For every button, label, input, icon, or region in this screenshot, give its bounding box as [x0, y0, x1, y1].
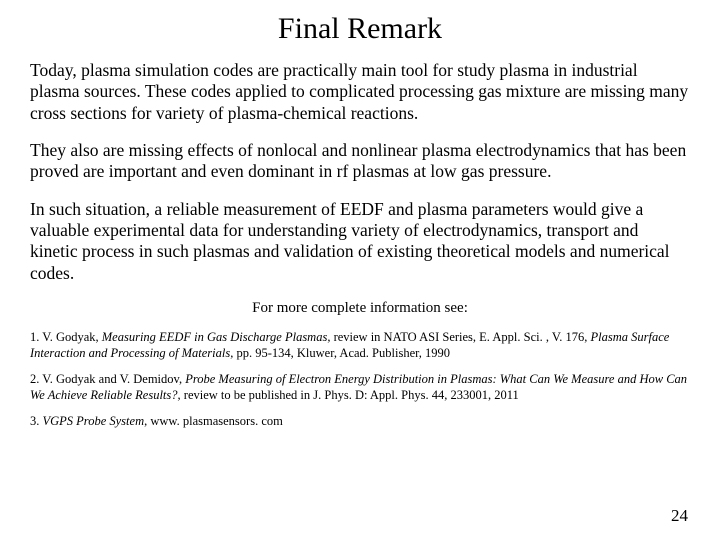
paragraph-3: In such situation, a reliable measuremen…	[30, 199, 690, 284]
ref3-tail: , www. plasmasensors. com	[144, 414, 283, 428]
ref1-lead: 1. V. Godyak,	[30, 330, 102, 344]
paragraph-1: Today, plasma simulation codes are pract…	[30, 60, 690, 124]
reference-3: 3. VGPS Probe System, www. plasmasensors…	[30, 413, 690, 429]
ref2-tail: review to be published in J. Phys. D: Ap…	[184, 388, 519, 402]
ref1-tail-b: pp. 95-134, Kluwer, Acad. Publisher, 199…	[236, 346, 450, 360]
ref2-lead: 2. V. Godyak and V. Demidov,	[30, 372, 185, 386]
ref3-title: VGPS Probe System	[43, 414, 145, 428]
ref3-lead: 3.	[30, 414, 43, 428]
ref1-title: Measuring EEDF in Gas Discharge Plasmas,	[102, 330, 334, 344]
ref1-tail-a: review in NATO ASI Series, E. Appl. Sci.…	[334, 330, 591, 344]
reference-2: 2. V. Godyak and V. Demidov, Probe Measu…	[30, 371, 690, 403]
page-number: 24	[671, 506, 688, 526]
slide-container: Final Remark Today, plasma simulation co…	[0, 0, 720, 540]
reference-1: 1. V. Godyak, Measuring EEDF in Gas Disc…	[30, 329, 690, 361]
see-more-label: For more complete information see:	[30, 300, 690, 317]
page-title: Final Remark	[30, 12, 690, 46]
paragraph-2: They also are missing effects of nonloca…	[30, 140, 690, 183]
